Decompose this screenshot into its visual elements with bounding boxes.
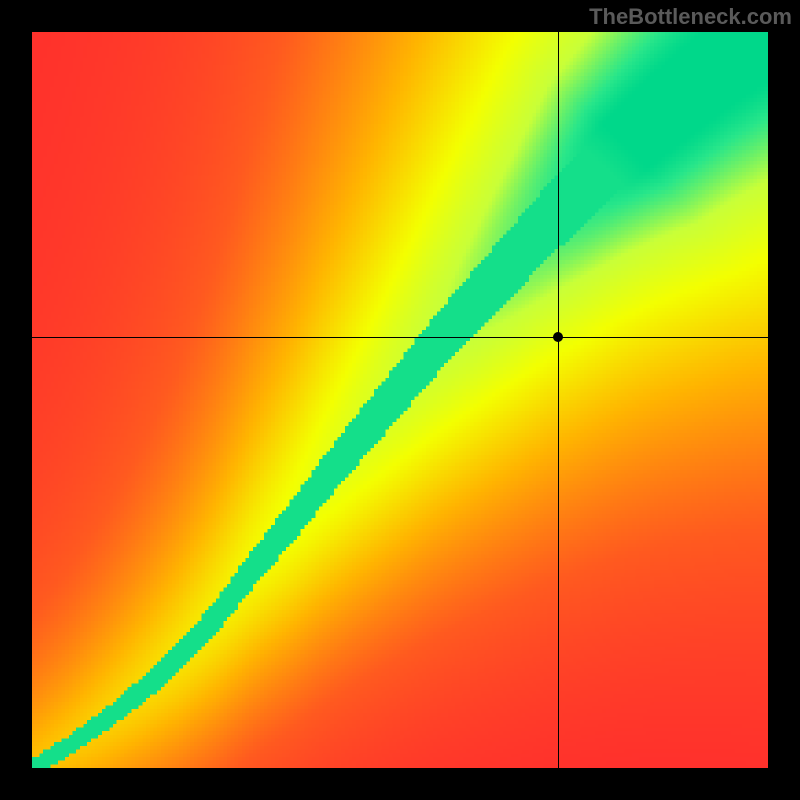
crosshair-vertical	[558, 32, 559, 768]
bottleneck-heatmap	[32, 32, 768, 768]
watermark-text: TheBottleneck.com	[589, 4, 792, 30]
figure-frame: TheBottleneck.com	[0, 0, 800, 800]
plot-area	[32, 32, 768, 768]
crosshair-horizontal	[32, 337, 768, 338]
crosshair-marker[interactable]	[553, 332, 563, 342]
